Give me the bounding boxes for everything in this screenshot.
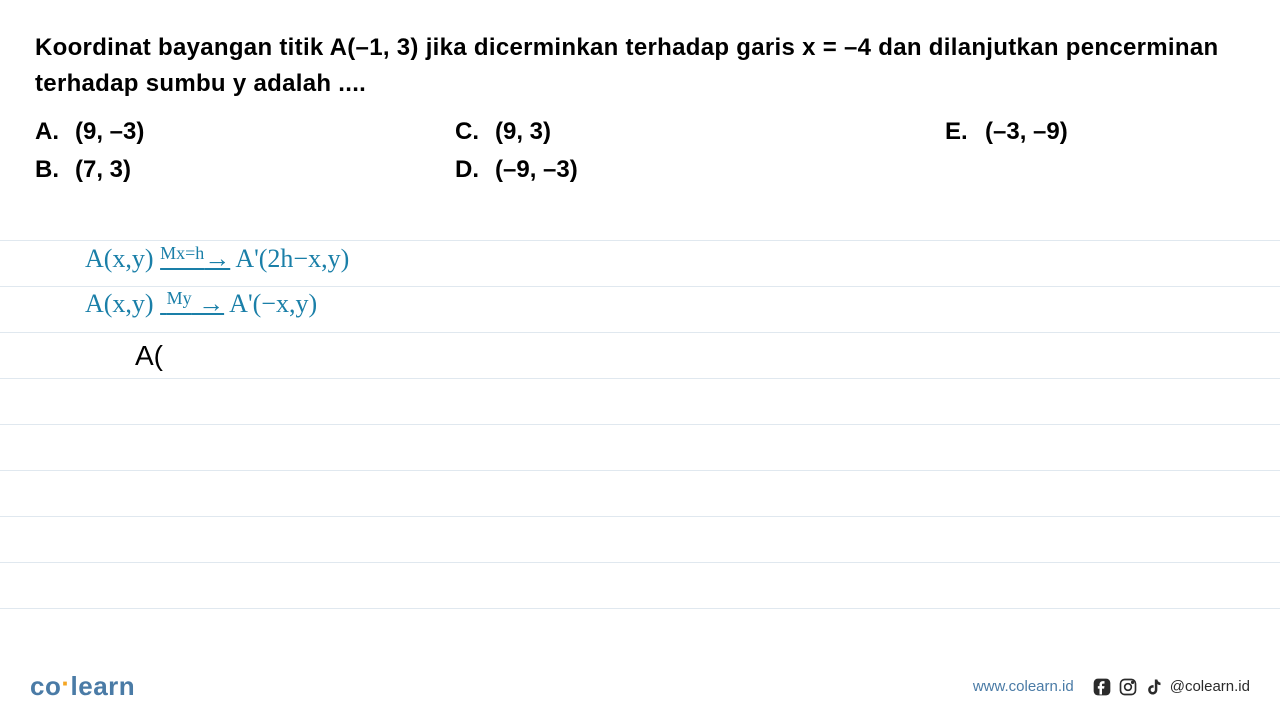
handwriting-line-3: A(	[135, 340, 163, 372]
logo-suffix: learn	[71, 671, 136, 701]
options-column-1: A. (9, –3) B. (7, 3)	[35, 118, 455, 184]
instagram-icon	[1118, 677, 1138, 697]
options-column-2: C. (9, 3) D. (–9, –3)	[455, 118, 945, 184]
option-label-c: C.	[455, 118, 477, 146]
handwriting-line-1: A(x,y) Mx=h→ A'(2h−x,y)	[85, 244, 349, 274]
logo-dot-icon: ·	[61, 668, 70, 699]
option-e: E. (–3, –9)	[945, 118, 1245, 146]
handwriting-line-2: A(x,y) My → A'(−x,y)	[85, 289, 317, 319]
social-icons: @colearn.id	[1092, 677, 1250, 697]
option-value-c: (9, 3)	[495, 118, 551, 146]
logo: co·learn	[30, 671, 135, 702]
hw1-prefix: A(x,y)	[85, 244, 160, 273]
option-value-d: (–9, –3)	[495, 156, 578, 184]
ruled-line	[0, 516, 1280, 517]
tiktok-icon	[1144, 677, 1164, 697]
ruled-line	[0, 332, 1280, 333]
option-label-a: A.	[35, 118, 57, 146]
ruled-line	[0, 608, 1280, 609]
option-value-b: (7, 3)	[75, 156, 131, 184]
ruled-line	[0, 470, 1280, 471]
option-label-d: D.	[455, 156, 477, 184]
social-handle: @colearn.id	[1170, 678, 1250, 695]
hw2-arrow-label: My	[167, 288, 192, 308]
footer-right: www.colearn.id @colearn.id	[973, 677, 1250, 697]
option-label-b: B.	[35, 156, 57, 184]
options-container: A. (9, –3) B. (7, 3) C. (9, 3) D. (–9, –…	[35, 118, 1245, 184]
options-column-3: E. (–3, –9)	[945, 118, 1245, 184]
footer: co·learn www.colearn.id @colearn.id	[0, 671, 1280, 702]
ruled-line	[0, 424, 1280, 425]
ruled-line	[0, 240, 1280, 241]
option-b: B. (7, 3)	[35, 156, 455, 184]
option-a: A. (9, –3)	[35, 118, 455, 146]
hw1-suffix: A'(2h−x,y)	[230, 244, 349, 273]
option-value-a: (9, –3)	[75, 118, 144, 146]
option-label-e: E.	[945, 118, 967, 146]
ruled-line	[0, 562, 1280, 563]
content-area: Koordinat bayangan titik A(–1, 3) jika d…	[0, 0, 1280, 184]
footer-url: www.colearn.id	[973, 678, 1074, 695]
hw1-arrow-label: Mx=h	[160, 243, 204, 263]
option-d: D. (–9, –3)	[455, 156, 945, 184]
option-value-e: (–3, –9)	[985, 118, 1068, 146]
question-text: Koordinat bayangan titik A(–1, 3) jika d…	[35, 30, 1245, 102]
hw2-prefix: A(x,y)	[85, 289, 160, 318]
option-c: C. (9, 3)	[455, 118, 945, 146]
hw2-suffix: A'(−x,y)	[224, 289, 317, 318]
ruled-line	[0, 286, 1280, 287]
logo-prefix: co	[30, 671, 61, 701]
facebook-icon	[1092, 677, 1112, 697]
ruled-line	[0, 378, 1280, 379]
